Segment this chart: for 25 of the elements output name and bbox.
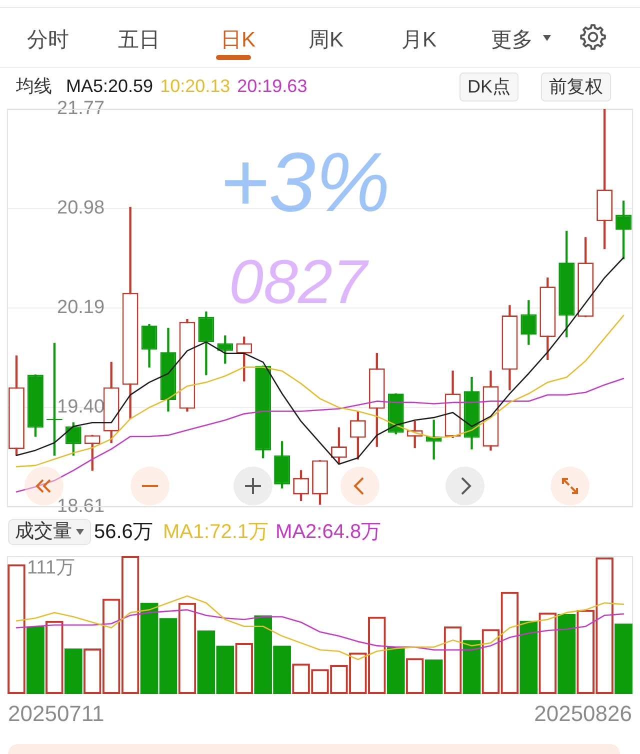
text: 月K xyxy=(401,28,437,52)
text: 分时 xyxy=(27,28,69,52)
text: 20250826 xyxy=(534,701,632,726)
annotation: 111万 xyxy=(27,558,75,578)
text: 周K xyxy=(308,28,344,52)
text: MA2:64.8万 xyxy=(276,520,382,542)
button: DK点 xyxy=(460,72,518,102)
y-tick-label: 19.40 xyxy=(57,396,105,418)
annotation: 0827 xyxy=(229,248,367,317)
dropdown: 成交量 xyxy=(8,518,91,544)
text: 20250711 xyxy=(8,701,104,726)
annotation: +3% xyxy=(220,135,390,229)
text: 更多 xyxy=(491,28,533,52)
text: 日K xyxy=(220,28,256,52)
text: MA1:72.1万 xyxy=(162,520,269,542)
legend-title: 均线 xyxy=(16,76,52,96)
y-tick-label: 20.98 xyxy=(57,198,105,219)
button: 前复权 xyxy=(541,72,611,102)
text: 20:19.63 xyxy=(237,76,308,96)
text: 56.6万 xyxy=(94,520,153,542)
text: 五日 xyxy=(118,28,160,52)
text: MA5:20.59 xyxy=(66,76,154,96)
y-tick-label: 20.19 xyxy=(57,297,105,318)
legend-title: 成交量 xyxy=(15,521,72,542)
text: 10:20.13 xyxy=(160,76,230,96)
